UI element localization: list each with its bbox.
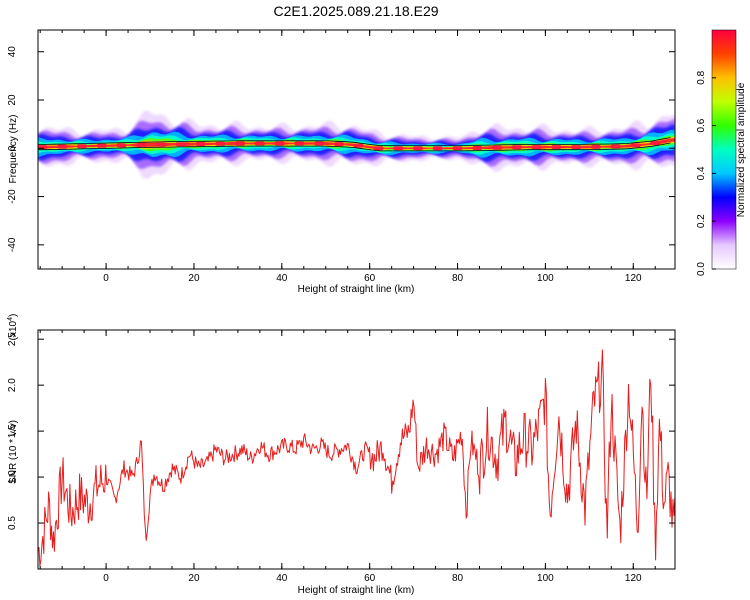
spectrogram-heatmap (38, 110, 675, 179)
heatmap-peak-cell (590, 144, 601, 149)
heatmap-peak-cell (96, 143, 107, 148)
snr-x-axis-label: Height of straight line (km) (298, 585, 415, 596)
spectrogram-y-ticks: -40 -20 0 20 40 (7, 46, 675, 252)
x-tick-label: 40 (276, 273, 288, 284)
heatmap-peak-cell (492, 145, 503, 150)
heatmap-peak-cell (472, 145, 483, 150)
heatmap-peak-cell (452, 146, 463, 151)
heatmap-peak-cell (353, 143, 364, 148)
spectrogram-x-axis-label: Height of straight line (km) (298, 284, 415, 295)
snr-series-line (38, 349, 675, 567)
heatmap-peak-cell (215, 141, 226, 146)
colorbar-tick-label: 0.4 (696, 166, 707, 180)
heatmap-peak-cell (531, 145, 542, 150)
x-tick-label: 100 (537, 273, 554, 284)
snr-scale-label: (x104) (7, 314, 19, 341)
x-tick-label: 60 (364, 573, 376, 584)
spectrogram-frame (37, 29, 676, 270)
colorbar-tick-label: 0.0 (696, 262, 707, 276)
heatmap-peak-cell (175, 142, 186, 147)
heatmap-peak-cell (432, 146, 443, 151)
heatmap-peak-cell (511, 145, 522, 150)
y-tick-label: 2.0 (7, 378, 18, 392)
y-tick-label: -20 (7, 189, 18, 204)
colorbar-tick-label: 0.8 (696, 70, 707, 84)
heatmap-peak-cell (235, 141, 246, 146)
colorbar-gradient (712, 30, 736, 269)
x-tick-label: 0 (103, 573, 109, 584)
snr-x-ticks: 0 20 40 60 80 100 120 (39, 330, 656, 584)
x-tick-label: 100 (537, 573, 554, 584)
heatmap-peak-cell (195, 141, 206, 146)
x-tick-label: 80 (452, 573, 464, 584)
heatmap-lower-ridge (38, 142, 671, 152)
heatmap-peak-cell (610, 144, 621, 149)
snr-y-axis-label: SNR (10 * v/v) (8, 420, 19, 484)
colorbar-label: Normalized spectral amplitude (736, 82, 747, 217)
x-tick-label: 120 (625, 573, 642, 584)
x-tick-label: 120 (625, 273, 642, 284)
x-tick-label: 80 (452, 273, 464, 284)
heatmap-peak-cell (116, 143, 127, 148)
y-tick-label: 1.5 (7, 424, 18, 438)
colorbar-tick-label: 0.6 (696, 118, 707, 132)
snr-y-ticks: 0.5 1.0 1.5 2.0 2.5 (7, 332, 675, 530)
heatmap-peak-cell (393, 146, 404, 151)
spectrogram-y-axis-label: Frequency (Hz) (8, 115, 19, 184)
spectrogram-x-ticks: 0 20 40 60 80 100 120 (39, 30, 656, 284)
heatmap-peak-cell (333, 142, 344, 147)
x-tick-label: 20 (188, 273, 200, 284)
heatmap-peak-cell (630, 143, 641, 148)
heatmap-peak-cell (76, 144, 87, 149)
x-tick-label: 60 (364, 273, 376, 284)
heatmap-peak-cell (373, 146, 384, 151)
snr-frame (37, 329, 676, 570)
heatmap-peak-cell (314, 141, 325, 146)
heatmap-peak-cell (551, 145, 562, 150)
heatmap-peak-cell (294, 141, 305, 146)
figure-title: C2E1.2025.089.21.18.E29 (273, 3, 438, 19)
colorbar-tick-label: 0.2 (696, 214, 707, 228)
y-tick-label: -40 (7, 237, 18, 252)
heatmap-peak-cell (650, 141, 661, 146)
y-tick-label: 0 (7, 145, 18, 151)
heatmap-peak-cell (254, 141, 265, 146)
heatmap-peak-cell (57, 144, 68, 149)
y-tick-label: 20 (7, 94, 18, 106)
heatmap-peak-cell (413, 146, 424, 151)
colorbar: 0.0 0.2 0.4 0.6 0.8 Normalized spectral ampl… (696, 29, 747, 276)
y-tick-label: 2.5 (7, 332, 18, 346)
colorbar-frame (711, 29, 737, 270)
x-tick-label: 20 (188, 573, 200, 584)
spectrogram-panel: 0 20 40 60 80 100 120 -40 -20 0 20 40 Height of st… (7, 29, 676, 295)
snr-panel: 0 20 40 60 80 100 120 0.5 1.0 1.5 2.0 2.5 Height o… (7, 314, 676, 596)
heatmap-peak-cell (136, 142, 147, 147)
y-tick-label: 0.5 (7, 516, 18, 530)
heatmap-upper-ridge (38, 137, 671, 147)
heatmap-peak-cell (571, 145, 582, 150)
x-tick-label: 0 (103, 273, 109, 284)
heatmap-peak-cell (156, 142, 167, 147)
heatmap-peak-cell (274, 141, 285, 146)
y-tick-label: 1.0 (7, 470, 18, 484)
x-tick-label: 40 (276, 573, 288, 584)
y-tick-label: 40 (7, 46, 18, 58)
colorbar-ticks: 0.0 0.2 0.4 0.6 0.8 (696, 70, 716, 276)
